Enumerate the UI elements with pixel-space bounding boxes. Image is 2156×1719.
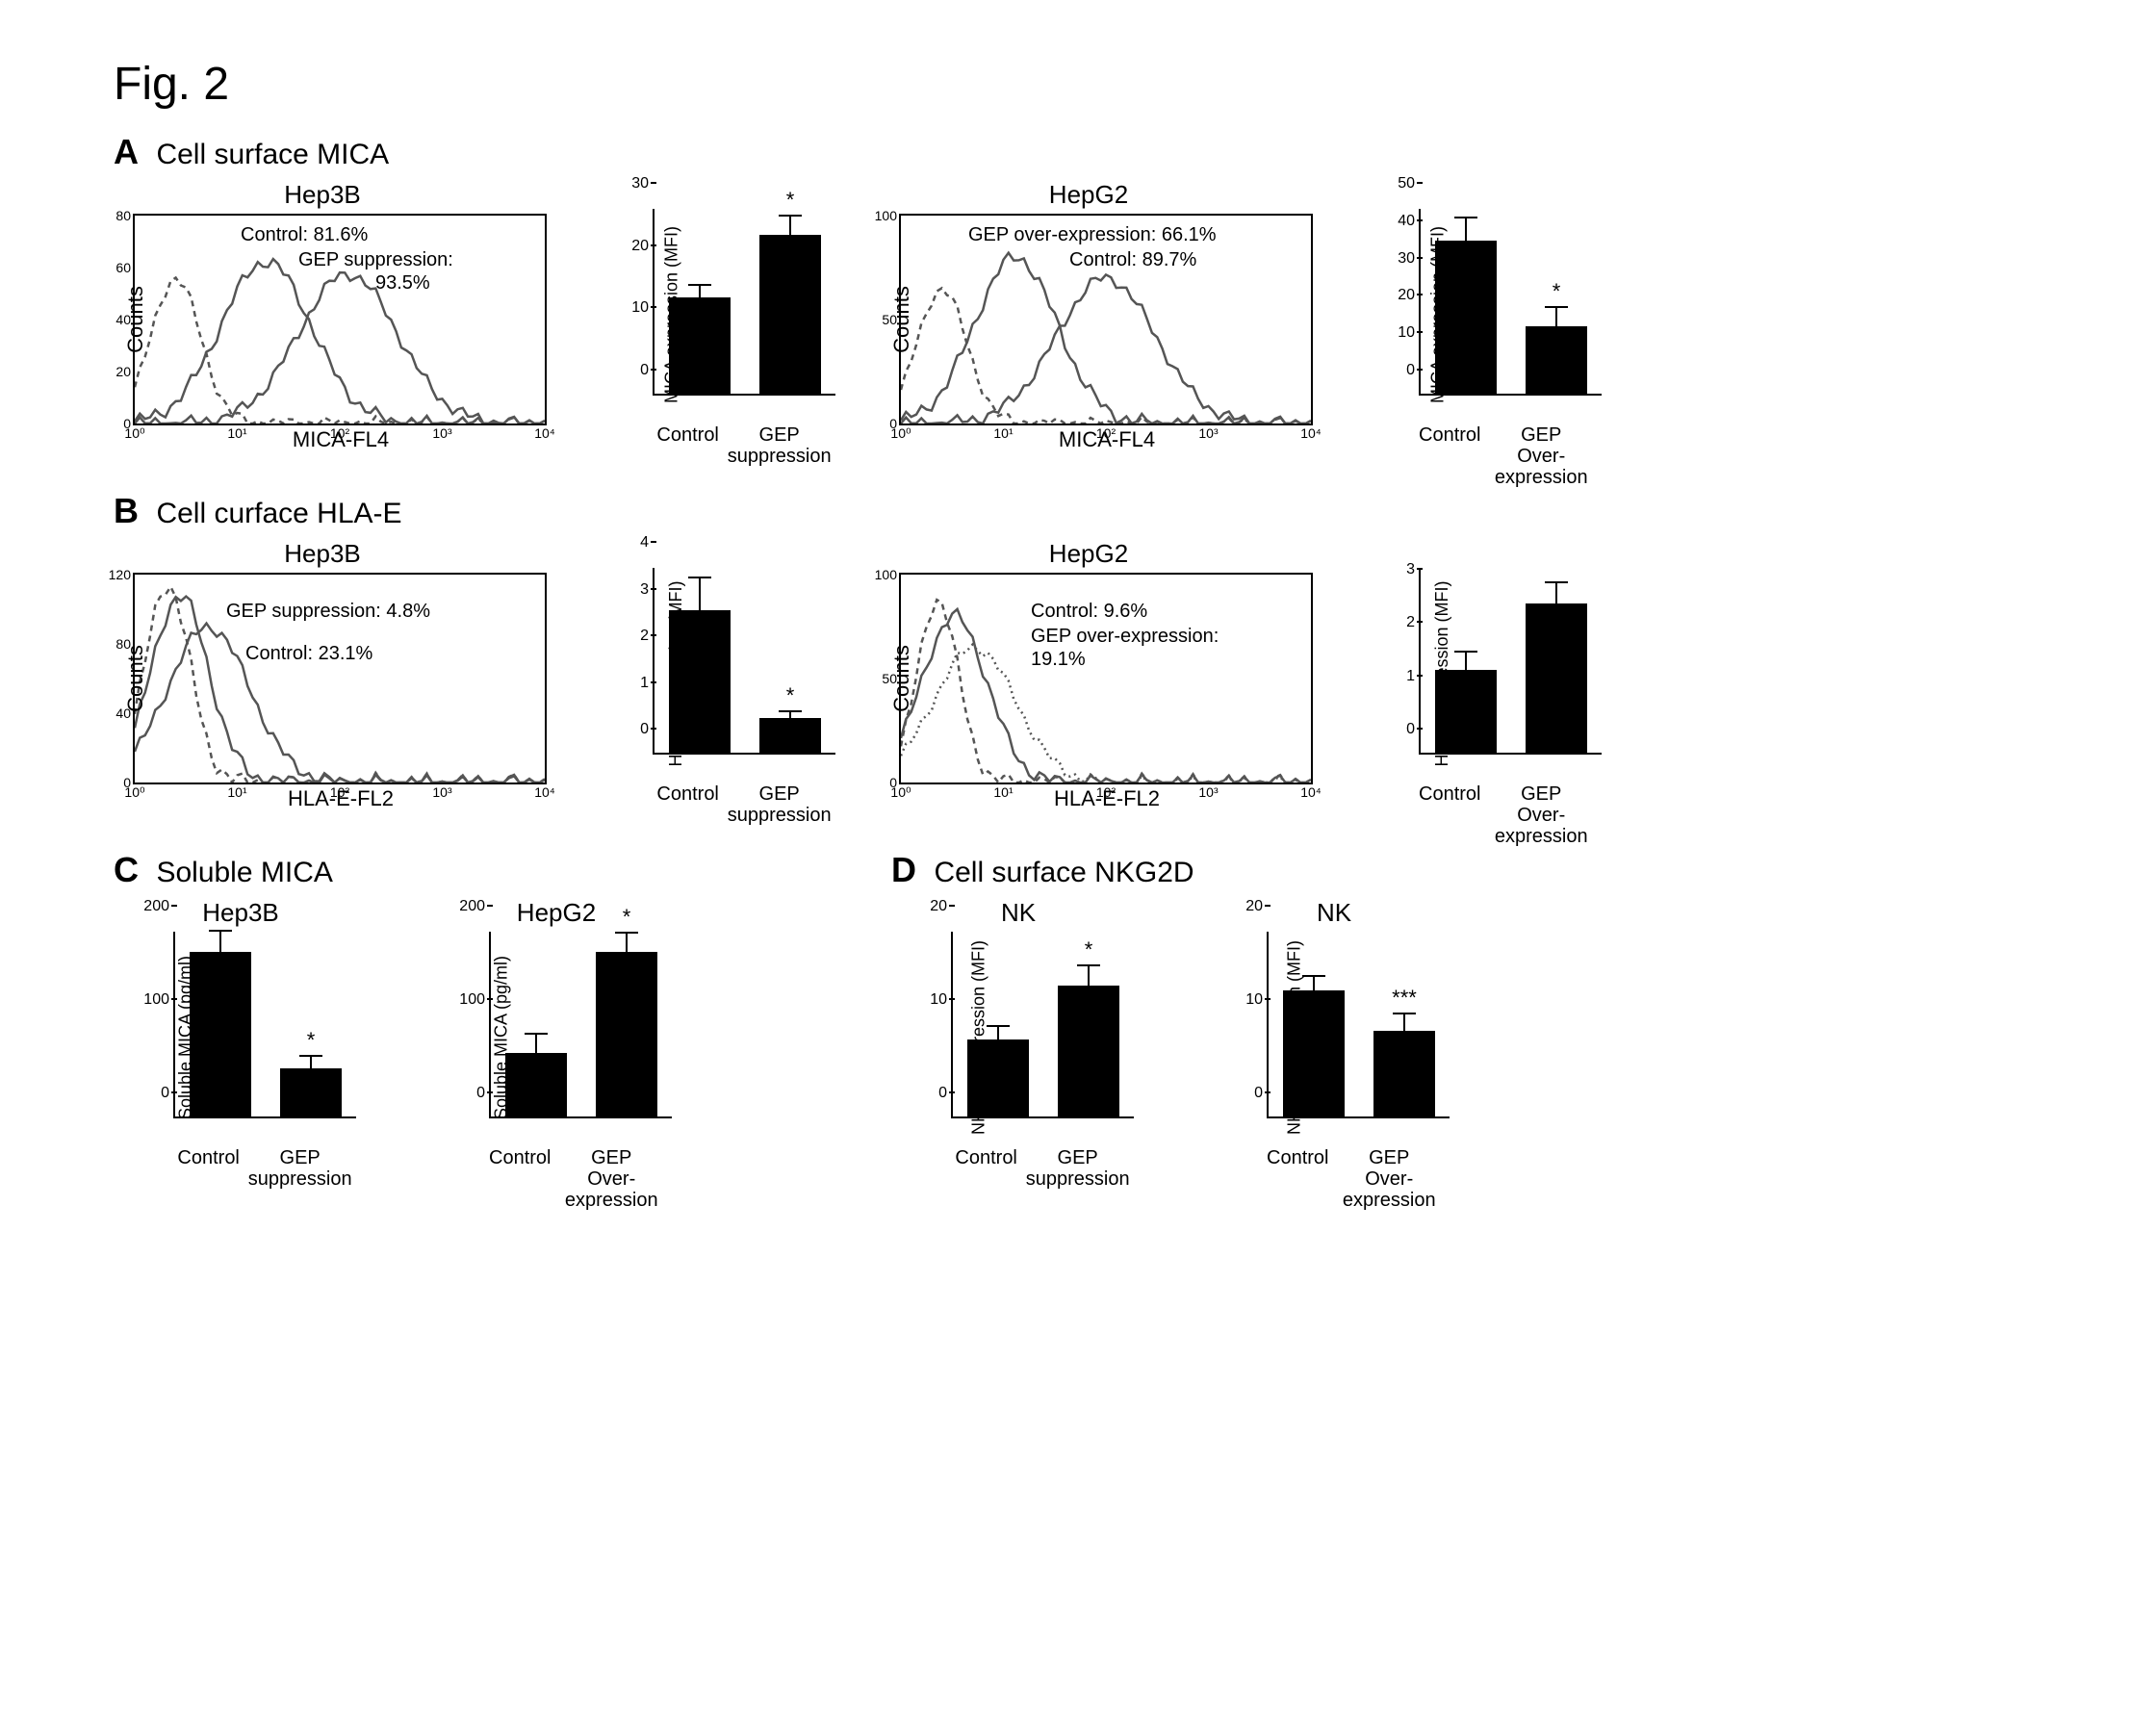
hist-b2-title: HepG2 [862,539,1315,569]
panel-c-title: Soluble MICA [156,857,332,889]
panel-d-letter: D [891,850,916,890]
bar-c2-title: HepG2 [412,898,701,928]
hist-a1-ann1: Control: 81.6% [241,223,368,246]
bar-c2-box: Soluble MICA (pg/ml) *0100200ControlGEPO… [452,932,672,1143]
bar-d1-title: NK [874,898,1163,928]
hist-b1-ann2: Control: 23.1% [245,642,372,665]
bar-a1: MICA expression (MFI) *0102030ControlGEP… [576,180,835,421]
bar-d1: NK NKG2D expression (MFI) *01020ControlG… [874,898,1163,1143]
hist-b2-ann2: GEP over-expression: [1031,625,1219,648]
hist-b2: HepG2 Counts Control: 9.6% GEP over-expr… [862,539,1315,811]
panel-cd-row: C Soluble MICA Hep3B Soluble MICA (pg/ml… [96,850,2060,1182]
hist-b1: Hep3B Counts GEP suppression: 4.8% Contr… [96,539,549,811]
hist-a1-svg [135,216,545,423]
hist-a2-yticks: 050100 [872,216,899,423]
bar-b2-box: HLA-E expression (MFI) 0123ControlGEPOve… [1382,568,1602,780]
hist-a1-ann3: 93.5% [375,271,430,295]
panel-d-col: D Cell surface NKG2D NK NKG2D expression… [874,850,1478,1182]
hist-a2-xticks: 10⁰10¹10²10³10⁴ [901,425,1311,445]
hist-a2: HepG2 Counts GEP over-expression: 66.1% … [862,180,1315,452]
bar-b2: HLA-E expression (MFI) 0123ControlGEPOve… [1342,539,1602,780]
bar-a1-box: MICA expression (MFI) *0102030ControlGEP… [616,209,835,421]
hist-a2-box: Counts GEP over-expression: 66.1% Contro… [899,214,1313,425]
bar-b1: HLA-E expression (MFI) *01234ControlGEPs… [576,539,835,780]
bar-d2-title: NK [1190,898,1478,928]
hist-b2-xticks: 10⁰10¹10²10³10⁴ [901,784,1311,804]
panel-b-letter: B [114,491,139,531]
bar-a2: MICA expression (MFI) *01020304050Contro… [1342,180,1602,421]
bar-c1: Hep3B Soluble MICA (pg/ml) *0100200Contr… [96,898,385,1143]
panel-c-col: C Soluble MICA Hep3B Soluble MICA (pg/ml… [96,850,701,1182]
hist-a1-title: Hep3B [96,180,549,210]
hist-b2-yticks: 050100 [872,575,899,783]
bar-b1-box: HLA-E expression (MFI) *01234ControlGEPs… [616,568,835,780]
panel-b-row: Hep3B Counts GEP suppression: 4.8% Contr… [96,539,2060,811]
hist-b1-yticks: 04080120 [106,575,133,783]
bar-c1-title: Hep3B [96,898,385,928]
hist-a1-box: Counts Control: 81.6% GEP suppression: 9… [133,214,547,425]
bar-d1-box: NKG2D expression (MFI) *01020ControlGEPs… [914,932,1134,1143]
hist-b1-xticks: 10⁰10¹10²10³10⁴ [135,784,545,804]
panel-d-title: Cell surface NKG2D [934,857,1194,889]
figure-title: Fig. 2 [114,58,2060,111]
bar-c2: HepG2 Soluble MICA (pg/ml) *0100200Contr… [412,898,701,1143]
hist-a1-xticks: 10⁰10¹10²10³10⁴ [135,425,545,445]
panel-c-header: C Soluble MICA [114,850,701,890]
panel-a-letter: A [114,132,139,172]
hist-a2-ann2: Control: 89.7% [1069,248,1196,271]
hist-b1-ann1: GEP suppression: 4.8% [226,600,430,623]
hist-b2-box: Counts Control: 9.6% GEP over-expression… [899,573,1313,784]
hist-a2-svg [901,216,1311,423]
bar-d2: NK NKG2D expression (MFI) ***01020Contro… [1190,898,1478,1143]
panel-d-bars: NK NKG2D expression (MFI) *01020ControlG… [874,898,1478,1143]
hist-a2-ann1: GEP over-expression: 66.1% [968,223,1217,246]
hist-b2-ann3: 19.1% [1031,648,1086,671]
bar-c1-box: Soluble MICA (pg/ml) *0100200ControlGEPs… [137,932,356,1143]
panel-a-header: A Cell surface MICA [114,132,2060,172]
bar-a2-box: MICA expression (MFI) *01020304050Contro… [1382,209,1602,421]
hist-b1-box: Counts GEP suppression: 4.8% Control: 23… [133,573,547,784]
hist-a2-title: HepG2 [862,180,1315,210]
panel-c-letter: C [114,850,139,890]
hist-a1-ann2: GEP suppression: [298,248,453,271]
hist-a1: Hep3B Counts Control: 81.6% GEP suppress… [96,180,549,452]
panel-d-header: D Cell surface NKG2D [891,850,1478,890]
hist-b2-ann1: Control: 9.6% [1031,600,1147,623]
panel-a-title: Cell surface MICA [156,139,389,171]
panel-b-title: Cell curface HLA-E [156,498,401,530]
hist-b1-title: Hep3B [96,539,549,569]
panel-c-bars: Hep3B Soluble MICA (pg/ml) *0100200Contr… [96,898,701,1143]
panel-b-header: B Cell curface HLA-E [114,491,2060,531]
hist-a1-yticks: 020406080 [106,216,133,423]
panel-a-row: Hep3B Counts Control: 81.6% GEP suppress… [96,180,2060,452]
bar-d2-box: NKG2D expression (MFI) ***01020ControlGE… [1230,932,1450,1143]
